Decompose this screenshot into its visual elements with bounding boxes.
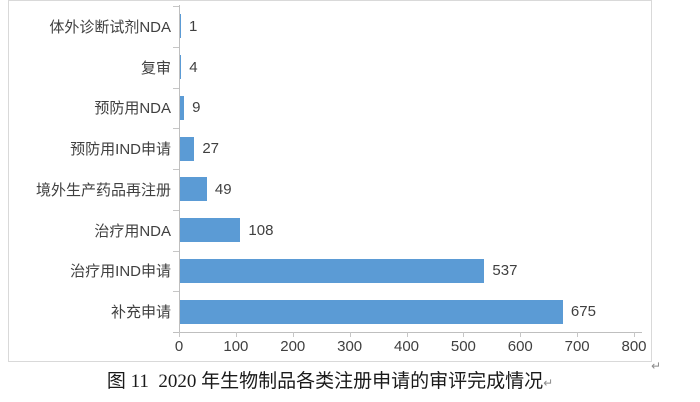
x-axis-tick-label: 500 bbox=[450, 338, 476, 355]
category-label: 治疗用IND申请 bbox=[70, 263, 171, 281]
return-mark-icon: ↵ bbox=[543, 376, 554, 390]
y-axis-tick bbox=[173, 87, 179, 89]
bar bbox=[179, 177, 207, 202]
x-axis-tick bbox=[520, 332, 522, 337]
x-axis-tick bbox=[634, 332, 635, 337]
bar bbox=[179, 14, 181, 39]
bar-value-label: 27 bbox=[202, 140, 220, 158]
bar bbox=[179, 136, 195, 161]
bar bbox=[179, 258, 485, 283]
category-label: 补充申请 bbox=[110, 304, 171, 322]
x-axis-tick bbox=[235, 332, 237, 337]
bar bbox=[179, 95, 185, 120]
y-axis-tick bbox=[173, 250, 179, 252]
x-axis-tick-label: 700 bbox=[564, 338, 590, 355]
x-axis-tick bbox=[463, 332, 465, 337]
x-axis-tick-label: 200 bbox=[280, 338, 306, 355]
bar bbox=[179, 55, 182, 80]
x-axis-tick-label: 0 bbox=[174, 338, 184, 355]
bar-value-label: 675 bbox=[570, 303, 596, 321]
category-label: 体外诊断试剂NDA bbox=[49, 18, 171, 36]
y-axis-line bbox=[179, 5, 180, 333]
figure-caption: 图 11 2020 年生物制品各类注册申请的审评完成情况 bbox=[106, 371, 544, 392]
bar-value-label: 9 bbox=[192, 99, 201, 117]
y-axis-tick bbox=[173, 128, 179, 130]
category-label: 预防用NDA bbox=[94, 100, 171, 118]
category-label: 治疗用NDA bbox=[94, 222, 171, 240]
x-axis-tick-label: 100 bbox=[223, 338, 249, 355]
x-axis-tick bbox=[349, 332, 351, 337]
bar-value-label: 4 bbox=[189, 58, 198, 76]
bar-value-label: 49 bbox=[214, 180, 232, 198]
y-axis-tick bbox=[173, 169, 179, 170]
x-axis-tick bbox=[577, 332, 579, 337]
category-label: 预防用IND申请 bbox=[70, 141, 171, 159]
bar bbox=[179, 218, 241, 243]
x-axis-line bbox=[173, 332, 642, 333]
x-axis-tick bbox=[292, 332, 294, 337]
figure-caption-row: 图 11 2020 年生物制品各类注册申请的审评完成情况↵ bbox=[0, 366, 700, 393]
x-axis-tick-label: 800 bbox=[621, 338, 647, 355]
x-axis-tick-label: 300 bbox=[337, 338, 363, 355]
bar-value-label: 1 bbox=[189, 17, 198, 35]
bar-value-label: 537 bbox=[492, 262, 518, 280]
return-mark-icon: ↵ bbox=[651, 359, 662, 373]
category-label: 复审 bbox=[140, 59, 171, 77]
x-axis-tick bbox=[179, 332, 180, 337]
category-label: 境外生产药品再注册 bbox=[35, 181, 171, 199]
bar bbox=[179, 299, 563, 324]
x-axis-tick bbox=[406, 332, 408, 337]
x-axis-tick-label: 400 bbox=[393, 338, 420, 355]
y-axis-tick bbox=[173, 46, 179, 48]
y-axis-tick bbox=[173, 209, 179, 211]
bar-chart: 体外诊断试剂NDA 1 复审 4 预防用NDA 9 预防用IND申请 27 境外生产药品再注册 4… bbox=[8, 0, 652, 362]
y-axis-tick bbox=[173, 291, 179, 293]
x-axis-tick-label: 600 bbox=[507, 338, 533, 355]
bar-value-label: 108 bbox=[248, 221, 274, 239]
y-axis-tick bbox=[173, 6, 179, 7]
